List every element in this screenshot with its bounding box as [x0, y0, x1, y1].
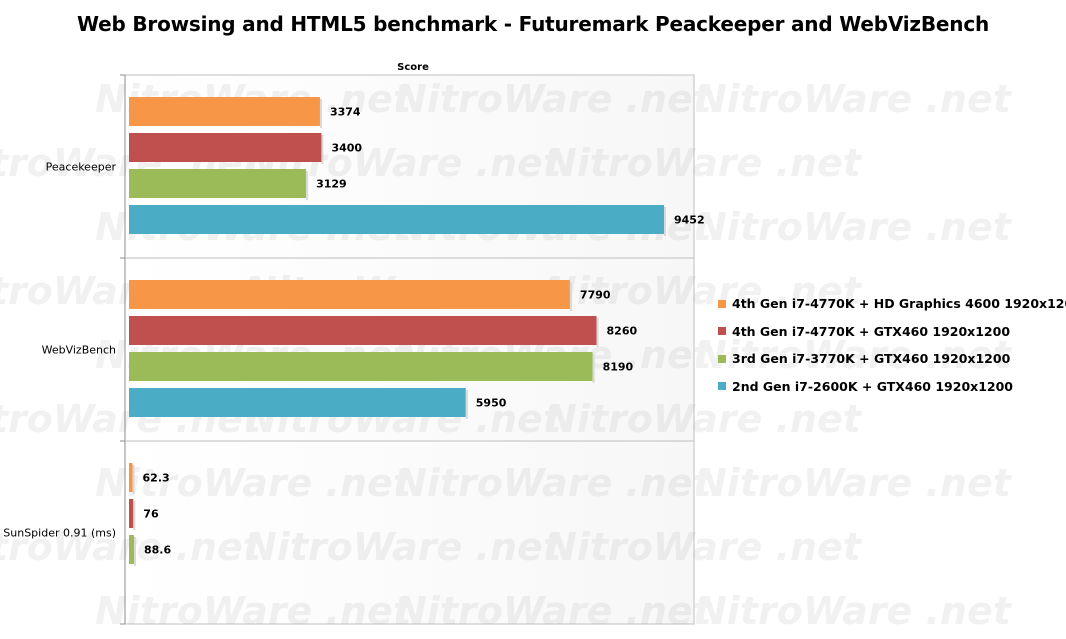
- watermark-text: NitroWare .net: [545, 525, 863, 569]
- bar: [129, 388, 466, 417]
- bar: [129, 352, 593, 381]
- data-labels: 3374 3400 3129 9452 7790 8260 8190 5950 62.3 76 88…: [143, 106, 705, 557]
- bar-shadow: [592, 354, 595, 383]
- watermark-text: NitroWare .net: [95, 589, 413, 633]
- data-label: 88.6: [144, 544, 171, 557]
- bar-shadow: [306, 171, 309, 200]
- data-label: 5950: [476, 397, 507, 410]
- legend-item: 4th Gen i7-4770K + GTX460 1920x1200: [718, 318, 1066, 346]
- legend-item: 4th Gen i7-4770K + HD Graphics 4600 1920…: [718, 290, 1066, 318]
- data-label: 8190: [603, 361, 634, 374]
- watermark-text: NitroWare .net: [695, 461, 1013, 505]
- watermark-text: NitroWare .net: [695, 205, 1013, 249]
- category-label: SunSpider 0.91 (ms): [3, 527, 116, 540]
- watermark-text: NitroWare .net: [695, 77, 1013, 121]
- data-label: 3129: [316, 178, 347, 191]
- bar: [129, 97, 320, 126]
- bar-shadow: [319, 99, 322, 128]
- watermark-text: NitroWare .net: [395, 589, 713, 633]
- bar-series: [129, 97, 666, 566]
- watermark-text: NitroWare .net: [545, 141, 863, 185]
- watermark-text: NitroWare .net: [545, 397, 863, 441]
- bar: [129, 499, 134, 528]
- chart-title: Web Browsing and HTML5 benchmark - Futur…: [76, 12, 990, 36]
- legend-swatch: [718, 382, 726, 391]
- bar-shadow: [132, 465, 135, 494]
- bar-shadow: [664, 207, 666, 236]
- watermark-text: NitroWare .net: [395, 461, 713, 505]
- bar-shadow: [596, 318, 599, 347]
- legend-label: 4th Gen i7-4770K + GTX460 1920x1200: [732, 323, 1011, 339]
- data-label: 62.3: [143, 472, 170, 485]
- watermark-text: NitroWare .net: [695, 333, 1013, 377]
- category-label: WebVizBench: [42, 344, 116, 357]
- legend-swatch: [718, 354, 726, 363]
- watermark-text: NitroWare .net: [695, 589, 1013, 633]
- data-label: 7790: [580, 289, 611, 302]
- watermark-text: NitroWare .net: [545, 269, 863, 313]
- bar-shadow: [134, 537, 137, 566]
- x-axis-title: Score: [397, 62, 429, 73]
- watermark-text: NitroWare .net: [395, 77, 713, 121]
- legend-item: 2nd Gen i7-2600K + GTX460 1920x1200: [718, 373, 1066, 401]
- plot-area: [124, 74, 695, 625]
- data-label: 3400: [331, 142, 362, 155]
- bar: [129, 133, 322, 162]
- category-label: Peacekeeper: [46, 161, 117, 174]
- bar-shadow: [133, 501, 136, 530]
- data-label: 8260: [607, 325, 638, 338]
- legend-swatch: [718, 299, 726, 308]
- legend: 4th Gen i7-4770K + HD Graphics 4600 1920…: [718, 290, 1066, 400]
- watermark-text: NitroWare .net: [245, 525, 563, 569]
- data-label: 76: [143, 508, 159, 521]
- bar-shadow: [465, 390, 468, 419]
- bar-shadow: [321, 135, 324, 164]
- legend-item: 3rd Gen i7-3770K + GTX460 1920x1200: [718, 345, 1066, 373]
- data-label: 3374: [330, 106, 361, 119]
- bar: [129, 535, 135, 564]
- legend-swatch: [718, 327, 726, 336]
- legend-label: 3rd Gen i7-3770K + GTX460 1920x1200: [732, 351, 1011, 367]
- category-axis: Peacekeeper WebVizBench SunSpider 0.91 (ms…: [3, 74, 694, 625]
- legend-label: 4th Gen i7-4770K + HD Graphics 4600 1920…: [732, 296, 1066, 312]
- bar: [129, 316, 597, 345]
- bar-shadow: [569, 282, 572, 311]
- bar: [129, 169, 307, 198]
- bar: [129, 463, 133, 492]
- legend-label: 2nd Gen i7-2600K + GTX460 1920x1200: [732, 378, 1013, 394]
- watermark-text: NitroWare .net: [95, 461, 413, 505]
- bar: [129, 280, 570, 309]
- bar: [129, 205, 664, 234]
- data-label: 9452: [674, 214, 705, 227]
